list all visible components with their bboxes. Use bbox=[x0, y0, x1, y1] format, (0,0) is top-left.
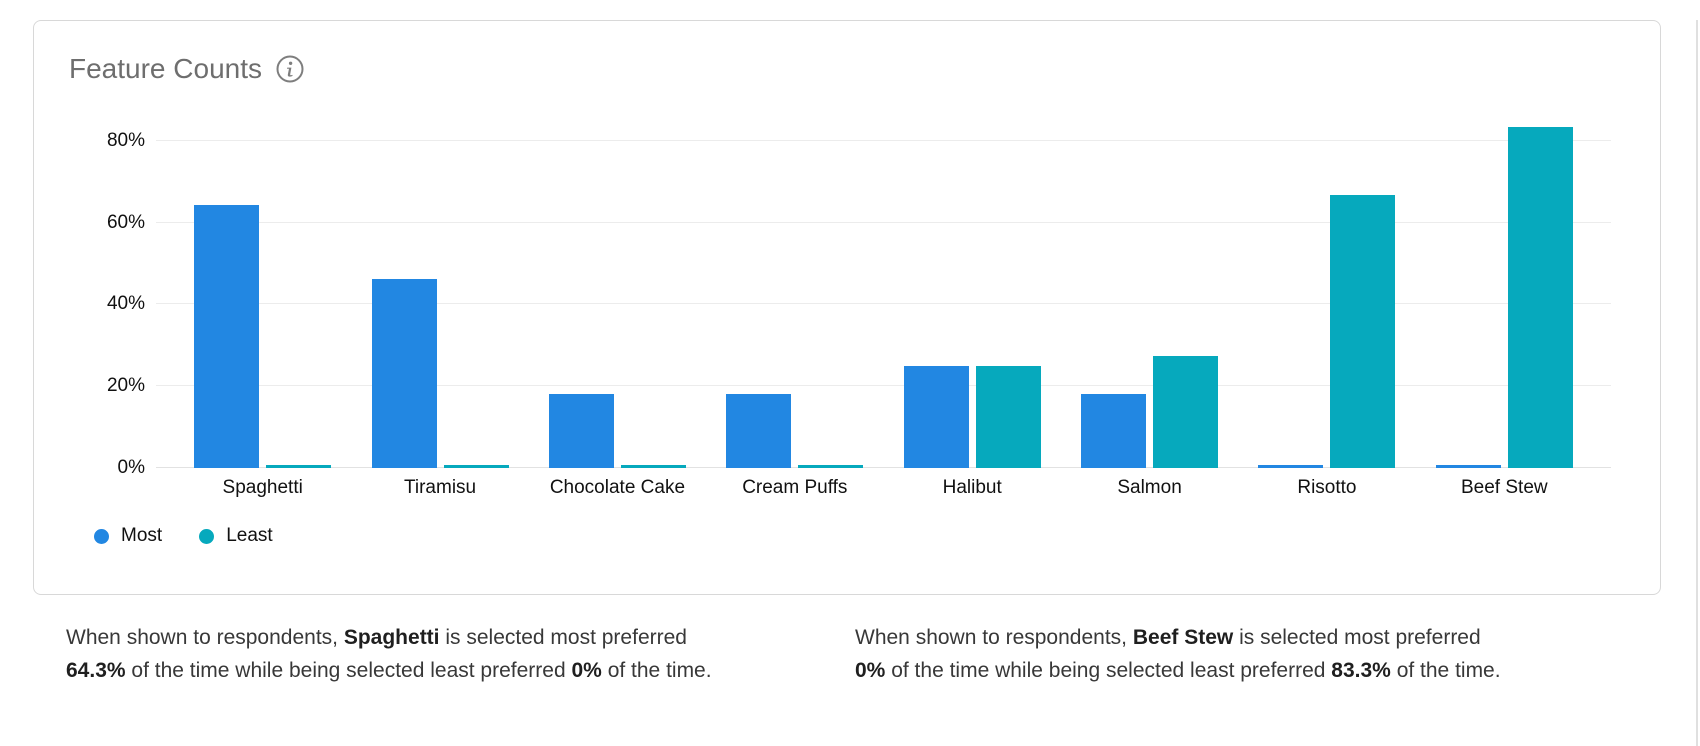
bar-group-cream-puffs bbox=[706, 100, 883, 468]
bar-least-spaghetti[interactable] bbox=[266, 465, 332, 468]
bar-most-beef-stew[interactable] bbox=[1435, 465, 1501, 468]
x-label-salmon: Salmon bbox=[1117, 477, 1182, 498]
bar-least-cream-puffs[interactable] bbox=[798, 465, 864, 468]
insight-text: When shown to respondents, bbox=[66, 626, 338, 649]
y-tick-label-40-: 40% bbox=[106, 293, 145, 315]
legend-item-most[interactable]: Most bbox=[94, 525, 162, 547]
y-tick-label-0-: 0% bbox=[117, 457, 145, 478]
insight-text: of the time while being selected least p… bbox=[131, 659, 566, 682]
insight-most-pct: 0% bbox=[855, 659, 886, 682]
bar-group-tiramisu bbox=[351, 100, 528, 468]
y-tick-label-80-: 80% bbox=[106, 129, 145, 151]
insight-text: of the time. bbox=[1396, 659, 1501, 682]
feature-counts-card: Feature Counts 0% 20% 40% 60% 80% Spaghetti T… bbox=[33, 20, 1661, 595]
x-labels: Spaghetti Tiramisu Chocolate Cake Cream Puf… bbox=[156, 477, 1611, 499]
gridline-20- bbox=[156, 385, 1611, 387]
gridline-0- bbox=[156, 467, 1611, 468]
x-label-cream-puffs: Cream Puffs bbox=[742, 477, 848, 498]
insight-text: When shown to respondents, bbox=[855, 626, 1127, 649]
bar-least-risotto[interactable] bbox=[1330, 195, 1396, 468]
bar-group-chocolate-cake bbox=[529, 100, 706, 468]
bar-most-chocolate-cake[interactable] bbox=[548, 393, 614, 468]
legend: Most Least bbox=[94, 525, 1660, 547]
insight-item-name: Beef Stew bbox=[1132, 626, 1234, 649]
insights-section: When shown to respondents, Spaghetti is … bbox=[66, 621, 1700, 687]
gridline-80- bbox=[156, 139, 1611, 141]
bar-most-spaghetti[interactable] bbox=[194, 205, 260, 468]
bar-group-halibut bbox=[884, 100, 1061, 468]
x-label-spaghetti: Spaghetti bbox=[222, 477, 303, 498]
bar-group-salmon bbox=[1061, 100, 1238, 468]
insight-least-pct: 83.3% bbox=[1331, 659, 1391, 682]
legend-dot-most bbox=[94, 528, 109, 544]
insight-beef-stew: When shown to respondents, Beef Stew is … bbox=[855, 621, 1578, 687]
info-icon[interactable] bbox=[275, 54, 305, 84]
bar-group-risotto bbox=[1238, 100, 1415, 468]
bar-most-salmon[interactable] bbox=[1081, 393, 1147, 468]
bar-least-beef-stew[interactable] bbox=[1507, 127, 1573, 468]
bars-row bbox=[156, 100, 1611, 468]
legend-label-most: Most bbox=[121, 525, 163, 546]
y-tick-label-60-: 60% bbox=[106, 211, 145, 233]
bar-most-cream-puffs[interactable] bbox=[726, 393, 792, 468]
bar-most-risotto[interactable] bbox=[1258, 465, 1324, 468]
bar-least-chocolate-cake[interactable] bbox=[620, 465, 686, 468]
card-title: Feature Counts bbox=[69, 53, 262, 84]
gridline-60- bbox=[156, 221, 1611, 223]
insight-least-pct: 0% bbox=[571, 659, 602, 682]
x-label-chocolate-cake: Chocolate Cake bbox=[549, 477, 686, 498]
insight-text: of the time while being selected least p… bbox=[891, 659, 1326, 682]
insight-text: of the time. bbox=[607, 659, 712, 682]
legend-item-least[interactable]: Least bbox=[199, 525, 273, 547]
legend-label-least: Least bbox=[226, 525, 273, 546]
insight-spaghetti: When shown to respondents, Spaghetti is … bbox=[66, 621, 789, 687]
insight-text: is selected most preferred bbox=[1239, 626, 1481, 649]
bar-most-halibut[interactable] bbox=[903, 365, 969, 468]
x-label-beef-stew: Beef Stew bbox=[1461, 477, 1548, 498]
card-header: Feature Counts bbox=[34, 21, 1660, 84]
bar-group-beef-stew bbox=[1416, 100, 1593, 468]
bar-least-tiramisu[interactable] bbox=[443, 465, 509, 468]
bar-most-tiramisu[interactable] bbox=[371, 279, 437, 468]
bar-least-halibut[interactable] bbox=[975, 365, 1041, 468]
x-label-risotto: Risotto bbox=[1297, 477, 1357, 498]
insight-item-name: Spaghetti bbox=[343, 626, 440, 649]
plot-area: 0% 20% 40% 60% 80% bbox=[107, 100, 1611, 478]
insight-most-pct: 64.3% bbox=[66, 659, 126, 682]
gridline-40- bbox=[156, 303, 1611, 305]
legend-dot-least bbox=[199, 528, 215, 544]
x-label-halibut: Halibut bbox=[942, 477, 1002, 498]
insight-text: is selected most preferred bbox=[445, 626, 687, 649]
x-label-tiramisu: Tiramisu bbox=[403, 477, 477, 498]
bar-group-spaghetti bbox=[174, 100, 351, 468]
window-edge-divider bbox=[1696, 20, 1698, 746]
bar-least-salmon[interactable] bbox=[1153, 356, 1219, 468]
y-tick-label-20-: 20% bbox=[106, 375, 145, 397]
